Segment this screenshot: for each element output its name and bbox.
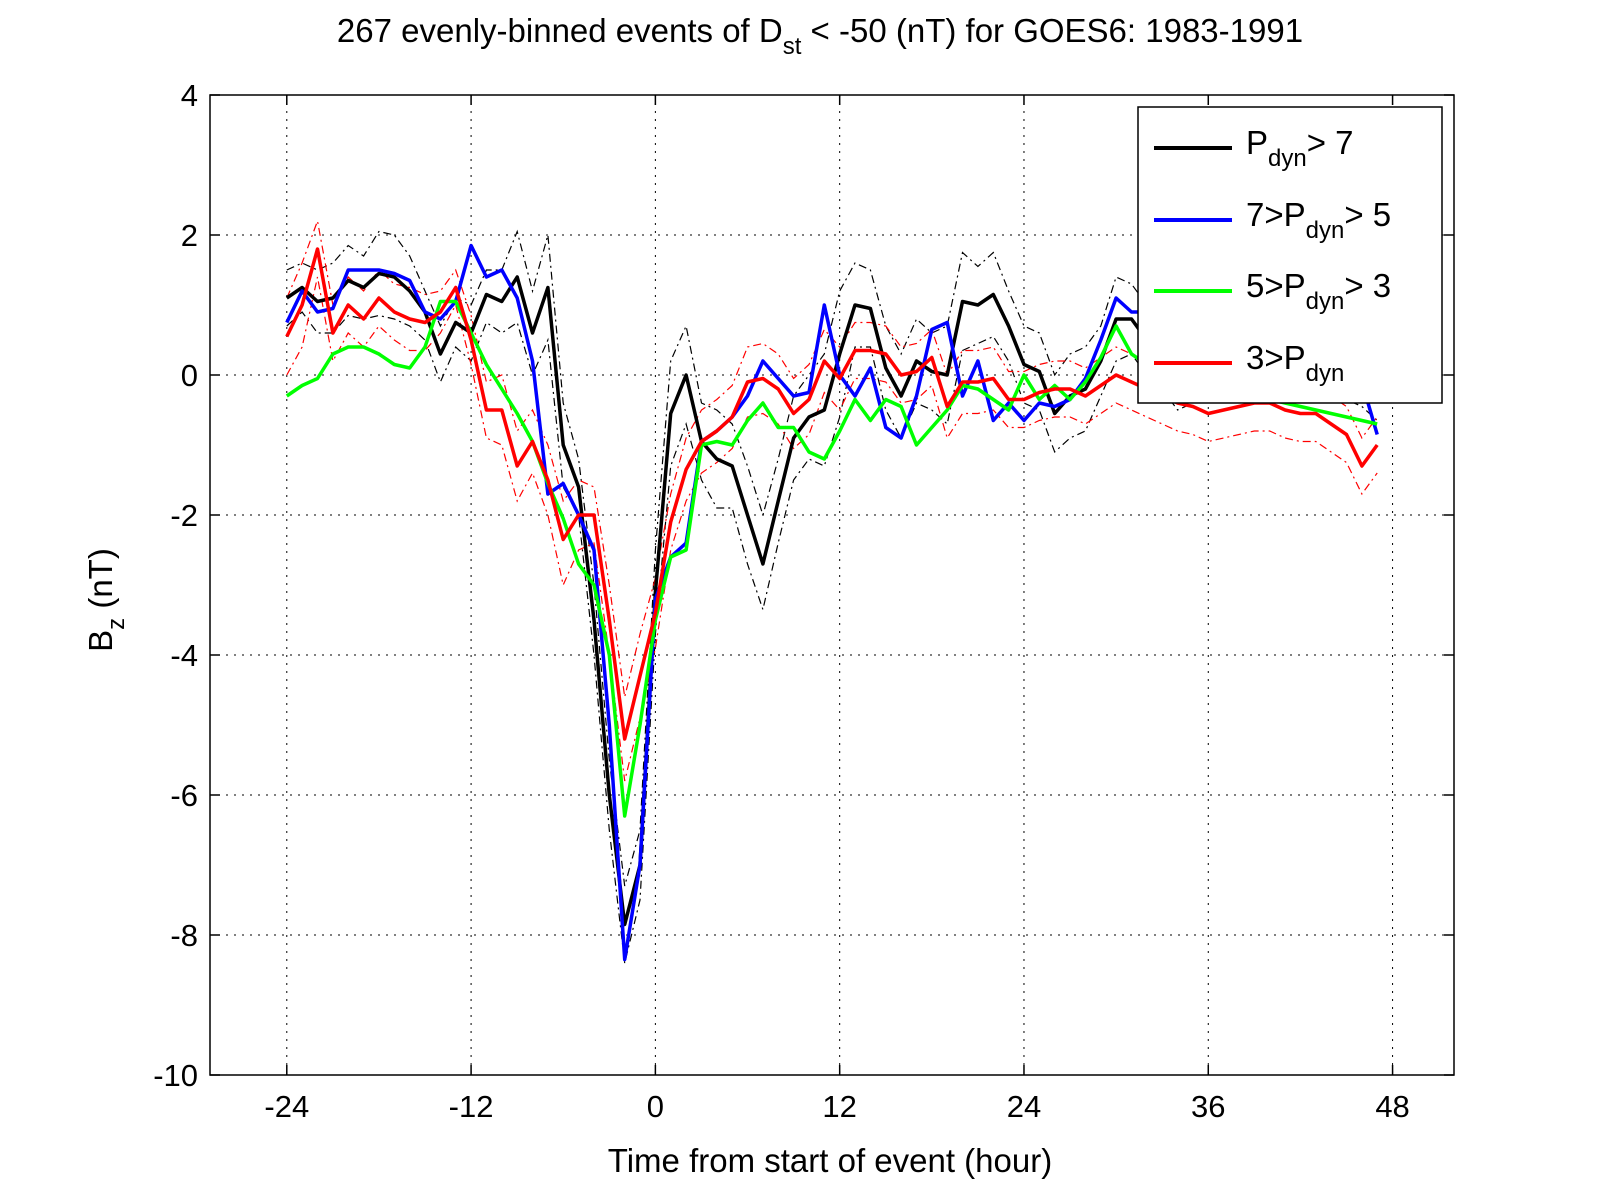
legend-label-3-subscript: dyn <box>1306 360 1345 387</box>
legend-label-1-main: 7>P <box>1246 196 1306 233</box>
x-tick-label: 12 <box>822 1089 856 1124</box>
y-tick-label: -4 <box>170 638 198 673</box>
legend-label-2-subscript: dyn <box>1306 288 1345 315</box>
chart-title: 267 evenly-binned events of Dst < -50 (n… <box>337 12 1303 60</box>
chart-title-subscript: st <box>783 33 802 60</box>
y-axis-label: Bz (nT) <box>82 548 130 652</box>
legend-label-1-suffix: > 5 <box>1344 196 1391 233</box>
legend-label-2: 5>Pdyn> 3 <box>1246 267 1391 315</box>
y-tick-label: -2 <box>170 498 198 533</box>
plot-frame <box>209 94 1455 1076</box>
chart-title-prefix: 267 evenly-binned events of D <box>337 12 783 49</box>
y-tick-labels: 4 2 0 -2 -4 -6 -8 -10 <box>153 78 198 1093</box>
legend-label-0-suffix: > 7 <box>1307 124 1354 161</box>
axes <box>209 94 1455 1076</box>
x-tick-label: -12 <box>449 1089 494 1124</box>
series-3-line <box>285 247 1379 741</box>
y-axis-label-subscript: z <box>103 618 130 630</box>
x-tick-label: 24 <box>1007 1089 1041 1124</box>
x-axis-label: Time from start of event (hour) <box>608 1142 1052 1179</box>
y-tick-label: -6 <box>170 778 198 813</box>
y-axis-label-unit: (nT) <box>82 548 119 618</box>
y-tick-label: -8 <box>170 918 198 953</box>
y-tick-label: 4 <box>181 78 198 113</box>
y-tick-label: 2 <box>181 218 198 253</box>
legend-label-2-main: 5>P <box>1246 267 1306 304</box>
legend-label-0-subscript: dyn <box>1268 145 1307 172</box>
legend-box <box>1137 106 1443 404</box>
legend-label-3-main: 3>P <box>1246 339 1306 376</box>
legend-label-0-main: P <box>1246 124 1268 161</box>
series-0-upper-bound <box>286 229 1378 887</box>
x-tick-label: -24 <box>264 1089 309 1124</box>
x-tick-labels: -24 -12 0 12 24 36 48 <box>264 1089 1409 1124</box>
y-axis-label-main: B <box>82 630 119 652</box>
legend-label-0: Pdyn> 7 <box>1246 124 1354 172</box>
x-tick-label: 48 <box>1375 1089 1409 1124</box>
legend: Pdyn> 77>Pdyn> 55>Pdyn> 33>Pdyn <box>1137 106 1443 404</box>
y-tick-label: -10 <box>153 1058 198 1093</box>
series-0-lower-bound <box>286 311 1378 964</box>
legend-label-1-subscript: dyn <box>1306 217 1345 244</box>
series-3-lower-bound <box>286 276 1378 782</box>
chart-title-suffix: < -50 (nT) for GOES6: 1983-1991 <box>801 12 1303 49</box>
legend-label-3: 3>Pdyn <box>1246 339 1344 387</box>
y-tick-label: 0 <box>181 358 198 393</box>
x-tick-label: 36 <box>1191 1089 1225 1124</box>
x-tick-label: 0 <box>647 1089 664 1124</box>
legend-label-2-suffix: > 3 <box>1344 267 1391 304</box>
legend-label-1: 7>Pdyn> 5 <box>1246 196 1391 244</box>
